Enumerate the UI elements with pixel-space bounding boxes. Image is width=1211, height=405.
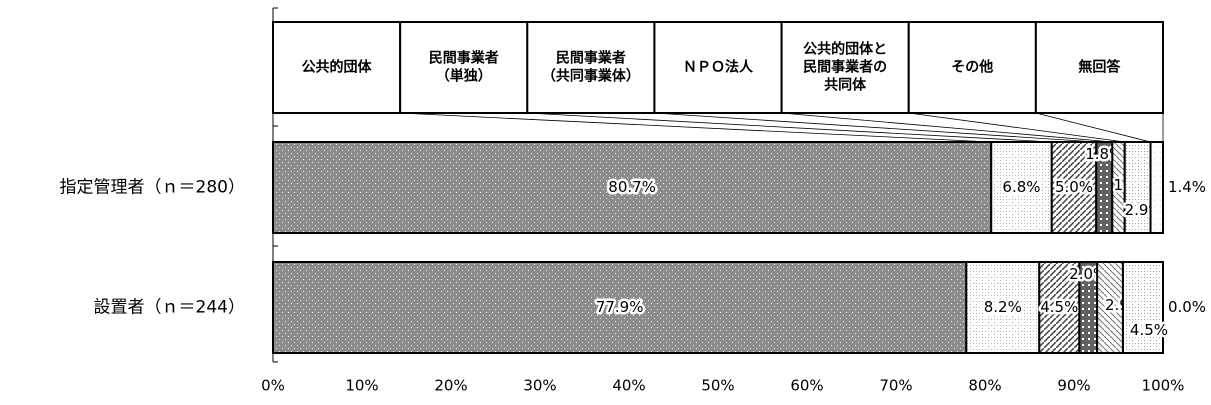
bar-segment bbox=[1121, 261, 1164, 354]
value-label: 8.2% bbox=[984, 298, 1022, 316]
bar-segment bbox=[1096, 261, 1124, 354]
legend-cell bbox=[526, 21, 656, 114]
bar-segment bbox=[1149, 141, 1165, 234]
legend-cell bbox=[1034, 21, 1165, 114]
value-label: 4.5% bbox=[1130, 321, 1168, 339]
x-tick-label: 100% bbox=[1142, 377, 1185, 395]
legend-label: 民間事業者（共同事業体） bbox=[542, 50, 640, 85]
bar-segment bbox=[1123, 141, 1152, 234]
bar-segment bbox=[272, 141, 993, 234]
legend-connector bbox=[1035, 112, 1151, 143]
legend-cell bbox=[907, 21, 1037, 114]
bar-segment bbox=[990, 141, 1053, 234]
x-tick-label: 20% bbox=[434, 377, 467, 395]
legend-connector bbox=[781, 112, 1113, 143]
legend-connector bbox=[400, 112, 992, 143]
value-label: 80.7% bbox=[608, 178, 656, 196]
value-label: 77.9% bbox=[596, 298, 644, 316]
x-tick-label: 80% bbox=[968, 377, 1001, 395]
x-tick-label: 90% bbox=[1057, 377, 1090, 395]
value-label: 0.0% bbox=[1168, 298, 1206, 316]
x-tick-label: 60% bbox=[790, 377, 823, 395]
x-tick-label: 70% bbox=[879, 377, 912, 395]
x-tick-label: 10% bbox=[345, 377, 378, 395]
x-tick-label: 50% bbox=[701, 377, 734, 395]
legend-label: 民間事業者（単独） bbox=[429, 50, 499, 85]
bar-segment bbox=[1038, 261, 1081, 354]
x-tick-label: 30% bbox=[523, 377, 556, 395]
legend-connector bbox=[654, 112, 1097, 143]
value-label: 4.5% bbox=[1040, 298, 1078, 316]
bar-segment bbox=[272, 261, 968, 354]
legend-label: ＮＰＯ法人 bbox=[683, 59, 754, 76]
legend-label: その他 bbox=[951, 59, 993, 76]
legend-cell bbox=[272, 21, 402, 114]
legend-connector bbox=[908, 112, 1125, 143]
category-label: 設置者（ｎ＝244） bbox=[94, 298, 245, 318]
x-tick-label: 0% bbox=[261, 377, 285, 395]
bar-segment bbox=[965, 261, 1041, 354]
legend-connector bbox=[527, 112, 1052, 143]
legend-cell bbox=[653, 21, 783, 114]
category-label: 指定管理者（ｎ＝280） bbox=[60, 178, 245, 198]
legend-label: 無回答 bbox=[1078, 59, 1121, 76]
legend-cell bbox=[780, 21, 910, 114]
legend-label: 公共的団体 bbox=[302, 59, 373, 76]
value-label: 1.4% bbox=[1168, 178, 1206, 196]
x-tick-label: 40% bbox=[612, 377, 645, 395]
value-label: 6.8% bbox=[1002, 178, 1040, 196]
legend-cell bbox=[399, 21, 529, 114]
value-label: 5.0% bbox=[1055, 178, 1093, 196]
legend-label: 公共的団体と民間事業者の共同体 bbox=[803, 41, 887, 94]
